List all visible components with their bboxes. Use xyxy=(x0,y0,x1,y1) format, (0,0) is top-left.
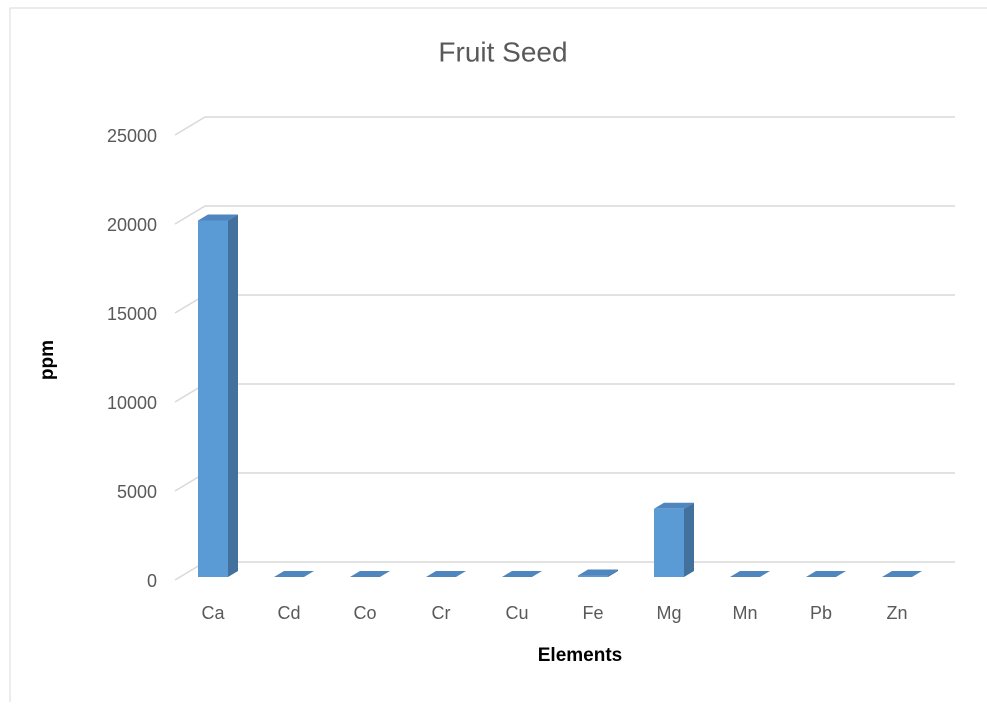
chart-frame xyxy=(9,7,987,707)
bar xyxy=(198,220,228,577)
bar-side xyxy=(608,569,618,577)
x-axis-label: Elements xyxy=(538,645,622,666)
y-tick-label: 5000 xyxy=(117,482,157,502)
y-tick-label: 0 xyxy=(147,571,157,591)
x-tick-label: Co xyxy=(353,603,376,623)
bar-top xyxy=(502,571,542,577)
y-tick-label: 20000 xyxy=(107,215,157,235)
x-tick-label: Zn xyxy=(886,603,907,623)
chart-title: Fruit Seed xyxy=(438,36,567,67)
x-tick-label: Cu xyxy=(505,603,528,623)
x-tick-label: Fe xyxy=(582,603,603,623)
bar-top xyxy=(806,571,846,577)
bar-side xyxy=(684,502,694,577)
bar xyxy=(654,508,684,577)
grid-line xyxy=(174,116,955,136)
bar xyxy=(578,575,608,577)
bar-top xyxy=(730,571,770,577)
grid-line xyxy=(174,205,955,225)
bar-side xyxy=(228,214,238,577)
y-tick-label: 15000 xyxy=(107,304,157,324)
x-tick-label: Ca xyxy=(201,603,225,623)
bar-top xyxy=(350,571,390,577)
y-tick-label: 25000 xyxy=(107,126,157,146)
x-tick-label: Mg xyxy=(656,603,681,623)
y-axis-label: ppm xyxy=(37,340,58,380)
bar-top xyxy=(578,569,618,576)
bar-top xyxy=(274,571,314,577)
x-tick-label: Cd xyxy=(277,603,300,623)
bar-top xyxy=(882,571,922,577)
x-tick-label: Cr xyxy=(432,603,451,623)
bar-top xyxy=(198,214,238,221)
x-tick-label: Mn xyxy=(732,603,757,623)
bar-top xyxy=(426,571,466,577)
x-tick-label: Pb xyxy=(810,603,832,623)
bar-top xyxy=(654,502,694,509)
y-tick-label: 10000 xyxy=(107,393,157,413)
